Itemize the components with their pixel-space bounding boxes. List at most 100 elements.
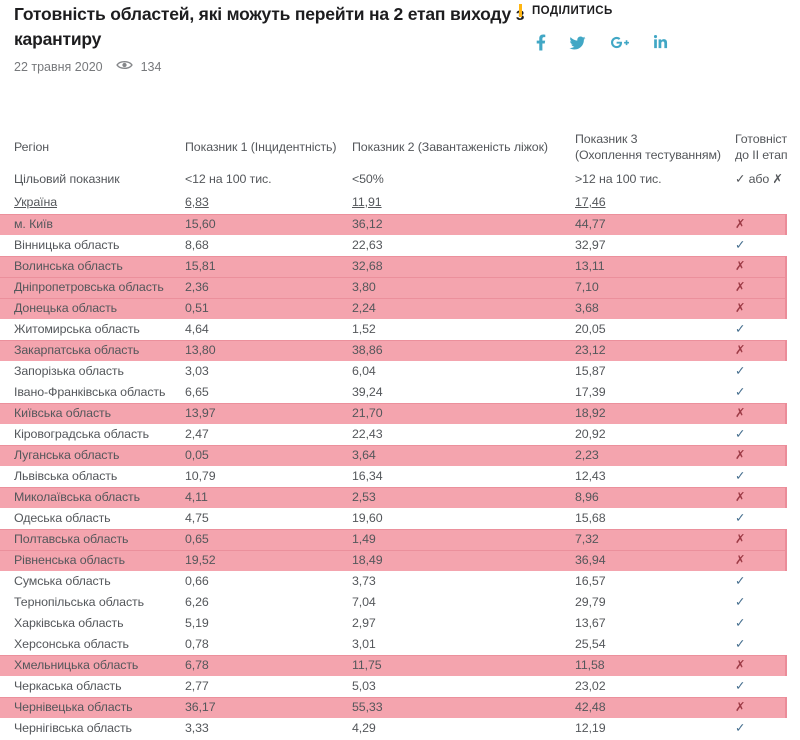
- table-row: Кіровоградська область 2,47 22,43 20,92 ✓: [0, 424, 787, 445]
- indicator2-cell: 11,75: [352, 658, 382, 672]
- readiness-mark: ✓: [735, 679, 746, 693]
- readiness-mark: ✓: [735, 469, 746, 483]
- social-row: [536, 34, 668, 51]
- google-plus-share-button[interactable]: [609, 35, 631, 50]
- region-cell: Дніпропетровська область: [14, 280, 164, 294]
- table-row: Сумська область 0,66 3,73 16,57 ✓: [0, 571, 787, 592]
- readiness-table: Регіон Показник 1 (Інцидентність) Показн…: [0, 126, 800, 739]
- ukraine-total-row: Україна 6,83 11,91 17,46: [0, 191, 787, 214]
- indicator3-cell: 12,43: [575, 469, 606, 483]
- region-cell: Хмельницька область: [14, 658, 139, 672]
- table-row: м. Київ 15,60 36,12 44,77 ✗: [0, 214, 787, 235]
- region-cell[interactable]: Україна: [14, 195, 57, 209]
- readiness-mark: ✗: [735, 490, 746, 504]
- table-row: Черкаська область 2,77 5,03 23,02 ✓: [0, 676, 787, 697]
- readiness-mark: ✗: [735, 553, 746, 567]
- indicator3-cell: 20,05: [575, 322, 606, 336]
- header-readiness: Готовністьдо II етапу: [735, 132, 787, 162]
- indicator2-cell: 38,86: [352, 343, 383, 357]
- region-cell: Сумська область: [14, 574, 111, 588]
- header-region: Регіон: [14, 140, 50, 154]
- header-indicator2: Показник 2 (Завантаженість ліжок): [352, 140, 548, 154]
- indicator2-cell: 22,43: [352, 427, 383, 441]
- indicator2-cell: 18,49: [352, 553, 383, 567]
- readiness-mark: ✓: [735, 637, 746, 651]
- indicator3-cell: 15,87: [575, 364, 606, 378]
- table-row: Луганська область 0,05 3,64 2,23 ✗: [0, 445, 787, 466]
- region-cell: Чернігівська область: [14, 721, 132, 735]
- table-row: Тернопільська область 6,26 7,04 29,79 ✓: [0, 592, 787, 613]
- indicator2-cell: 2,24: [352, 301, 376, 315]
- header-indicator3: Показник 3 (Охоплення тестуванням): [575, 132, 721, 162]
- indicator1-cell: 15,81: [185, 259, 216, 273]
- linkedin-icon: [653, 35, 668, 50]
- region-cell: Київська область: [14, 406, 111, 420]
- indicator2-cell: 1,49: [352, 532, 376, 546]
- region-cell: Тернопільська область: [14, 595, 144, 609]
- readiness-mark: ✓: [735, 574, 746, 588]
- indicator1-cell: 19,52: [185, 553, 216, 567]
- readiness-mark: ✗: [735, 259, 746, 273]
- table-row: Волинська область 15,81 32,68 13,11 ✗: [0, 256, 787, 277]
- readiness-mark: ✓: [735, 427, 746, 441]
- readiness-mark: ✗: [735, 448, 746, 462]
- google-plus-icon: [609, 35, 631, 50]
- indicator1-cell: 0,51: [185, 301, 209, 315]
- indicator3-cell: 15,68: [575, 511, 606, 525]
- indicator1-cell: 0,05: [185, 448, 209, 462]
- indicator2-cell: 2,53: [352, 490, 376, 504]
- indicator1-cell: 4,75: [185, 511, 209, 525]
- indicator3-cell[interactable]: 17,46: [575, 195, 606, 209]
- indicator2-cell: 21,70: [352, 406, 383, 420]
- indicator2-cell: 16,34: [352, 469, 383, 483]
- linkedin-share-button[interactable]: [653, 35, 668, 50]
- facebook-share-button[interactable]: [536, 34, 546, 51]
- views-count: 134: [140, 59, 162, 74]
- table-body: м. Київ 15,60 36,12 44,77 ✗ Вінницька область…: [0, 214, 800, 739]
- readiness-mark: ✗: [735, 280, 746, 294]
- table-row: Запорізька область 3,03 6,04 15,87 ✓: [0, 361, 787, 382]
- region-cell: Рівненська область: [14, 553, 125, 567]
- region-cell: Луганська область: [14, 448, 120, 462]
- indicator3-cell: 29,79: [575, 595, 606, 609]
- indicator1-cell: 8,68: [185, 238, 209, 252]
- indicator2-cell: 3,64: [352, 448, 376, 462]
- share-label: ПОДІЛИТИСЬ: [532, 4, 613, 17]
- readiness-mark: ✓: [735, 322, 746, 336]
- indicator1-cell: 4,64: [185, 322, 209, 336]
- region-cell: Цільовий показник: [14, 172, 120, 186]
- indicator2-cell: 6,04: [352, 364, 376, 378]
- indicator1-cell: 0,78: [185, 637, 209, 651]
- indicator2-cell: <50%: [352, 172, 384, 186]
- table-row: Харківська область 5,19 2,97 13,67 ✓: [0, 613, 787, 634]
- indicator1-cell: 3,03: [185, 364, 209, 378]
- indicator1-cell: 5,19: [185, 616, 209, 630]
- twitter-share-button[interactable]: [568, 35, 587, 51]
- indicator2-cell: 3,73: [352, 574, 376, 588]
- table-row: Київська область 13,97 21,70 18,92 ✗: [0, 403, 787, 424]
- table-row: Дніпропетровська область 2,36 3,80 7,10 ✗: [0, 277, 787, 298]
- twitter-icon: [568, 35, 587, 51]
- region-cell: Херсонська область: [14, 637, 129, 651]
- table-row: Полтавська область 0,65 1,49 7,32 ✗: [0, 529, 787, 550]
- indicator1-cell[interactable]: 6,83: [185, 195, 209, 209]
- facebook-icon: [536, 34, 546, 51]
- region-cell: Закарпатська область: [14, 343, 140, 357]
- indicator2-cell: 7,04: [352, 595, 376, 609]
- indicator3-cell: 12,19: [575, 721, 606, 735]
- region-cell: м. Київ: [14, 217, 53, 231]
- indicator1-cell: <12 на 100 тис.: [185, 172, 272, 186]
- table-row: Закарпатська область 13,80 38,86 23,12 ✗: [0, 340, 787, 361]
- region-cell: Миколаївська область: [14, 490, 140, 504]
- readiness-mark: ✓: [735, 238, 746, 252]
- indicator2-cell: 3,80: [352, 280, 376, 294]
- readiness-legend: ✓ або ✗: [735, 172, 783, 186]
- target-indicator-row: Цільовий показник <12 на 100 тис. <50% >…: [0, 168, 787, 191]
- readiness-mark: ✗: [735, 406, 746, 420]
- indicator1-cell: 3,33: [185, 721, 209, 735]
- indicator3-cell: >12 на 100 тис.: [575, 172, 662, 186]
- indicator3-cell: 36,94: [575, 553, 606, 567]
- indicator2-cell: 2,97: [352, 616, 376, 630]
- indicator2-cell[interactable]: 11,91: [352, 195, 382, 209]
